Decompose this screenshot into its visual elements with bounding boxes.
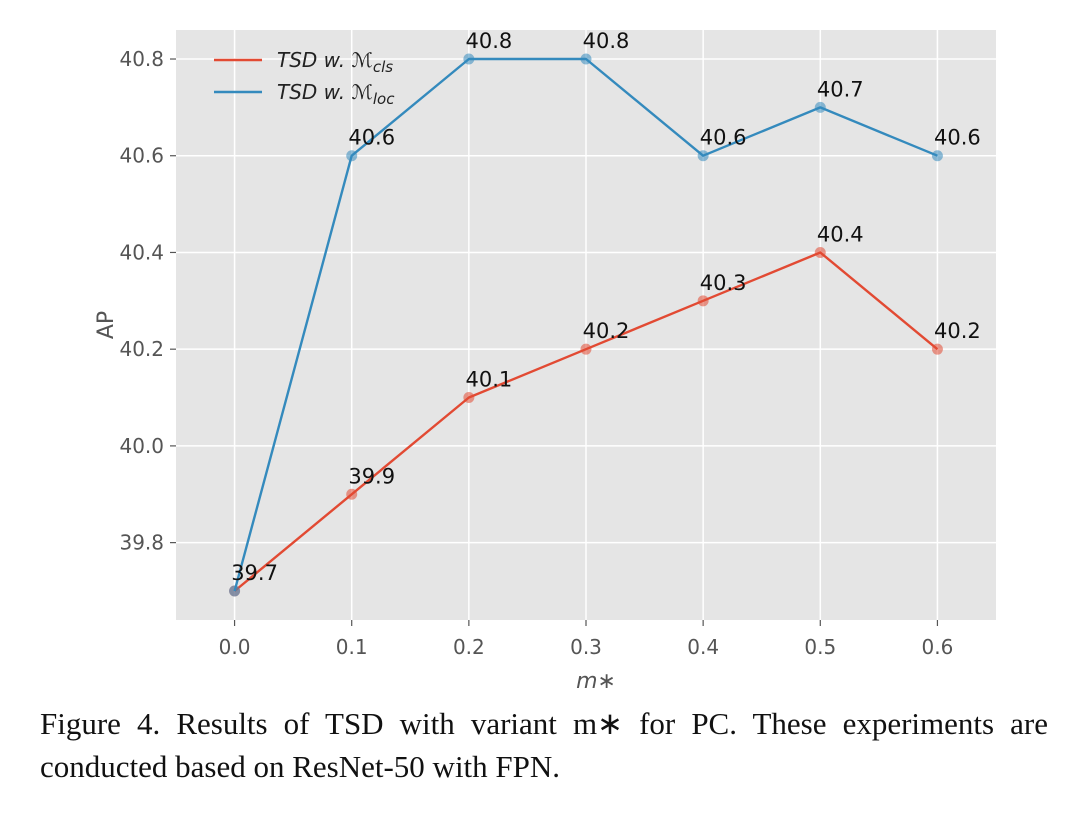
legend-label-base: TSD w. ℳ: [277, 80, 373, 104]
y-tick-label: 40.8: [119, 47, 164, 71]
data-label-loc: 40.8: [465, 29, 512, 53]
legend-label-loc: TSD w. ℳloc: [277, 80, 395, 108]
data-label-cls: 39.7: [231, 561, 278, 585]
series-point-loc: [229, 585, 241, 597]
y-tick-label: 40.4: [119, 240, 164, 264]
series-point-cls: [463, 392, 475, 404]
x-tick-label: 0.2: [453, 635, 485, 659]
figure-caption: Figure 4. Results of TSD with variant m∗…: [40, 706, 1048, 784]
series-point-cls: [697, 295, 709, 307]
series-point-loc: [463, 53, 475, 65]
series-layer: [229, 53, 943, 597]
series-point-cls: [931, 343, 943, 355]
y-tick-label: 40.6: [119, 144, 164, 168]
y-tick-label: 40.0: [119, 434, 164, 458]
y-axis-title: AP: [94, 311, 119, 339]
series-point-cls: [346, 488, 358, 500]
data-label-cls: 40.1: [465, 368, 512, 392]
data-label-cls: 40.2: [583, 319, 630, 343]
data-label-loc: 40.6: [700, 126, 747, 150]
legend-label-cls: TSD w. ℳcls: [277, 48, 393, 76]
x-tick-label: 0.0: [219, 635, 251, 659]
data-label-cls: 40.2: [934, 319, 981, 343]
x-axis-title: m∗: [576, 669, 616, 690]
x-tick-label: 0.3: [570, 635, 602, 659]
series-point-cls: [814, 246, 826, 258]
series-point-loc: [814, 101, 826, 113]
x-tick-label: 0.1: [336, 635, 368, 659]
legend-label-base: TSD w. ℳ: [277, 48, 373, 72]
data-label-loc: 40.8: [583, 29, 630, 53]
legend-label-subscript: loc: [373, 90, 395, 108]
data-label-loc: 40.6: [348, 126, 395, 150]
data-label-loc: 40.7: [817, 77, 864, 101]
data-label-loc: 40.6: [934, 126, 981, 150]
series-point-loc: [697, 150, 709, 162]
series-point-loc: [346, 150, 358, 162]
x-axis-ticks: 0.0 0.1 0.2 0.3 0.4 0.5 0.6: [219, 620, 954, 659]
y-axis-ticks: 39.8 40.0 40.2 40.4 40.6 40.8: [119, 47, 176, 555]
data-labels: 39.7 39.9 40.1 40.2 40.3 40.4 40.2 40.6 40.8 40.8…: [231, 29, 981, 585]
x-tick-label: 0.4: [687, 635, 719, 659]
x-tick-label: 0.5: [804, 635, 836, 659]
y-tick-label: 40.2: [119, 337, 164, 361]
line-chart: 39.8 40.0 40.2 40.4 40.6 40.8 0.0 0.1 0.2 0.3 0.4…: [94, 29, 996, 690]
data-label-cls: 39.9: [348, 464, 395, 488]
x-tick-label: 0.6: [922, 635, 954, 659]
series-point-loc: [580, 53, 592, 65]
y-tick-label: 39.8: [119, 531, 164, 555]
series-point-loc: [931, 150, 943, 162]
data-label-cls: 40.3: [700, 271, 747, 295]
data-label-cls: 40.4: [817, 222, 864, 246]
series-point-cls: [580, 343, 592, 355]
legend-label-subscript: cls: [373, 58, 393, 76]
